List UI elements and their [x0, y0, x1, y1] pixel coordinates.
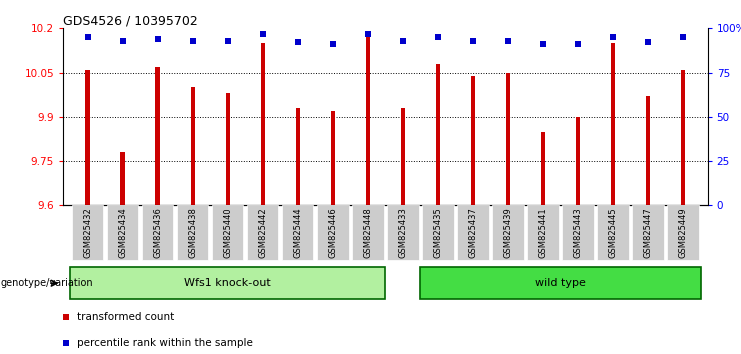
Text: GSM825436: GSM825436	[153, 207, 162, 258]
Bar	[261, 43, 265, 205]
Bar	[72, 205, 103, 260]
Text: GSM825433: GSM825433	[399, 207, 408, 258]
Bar	[562, 205, 594, 260]
Text: GSM825445: GSM825445	[608, 207, 617, 258]
Bar	[506, 73, 510, 205]
Point	[327, 41, 339, 47]
Point	[187, 38, 199, 44]
Bar	[107, 205, 139, 260]
Point	[60, 340, 72, 346]
Point	[677, 34, 689, 40]
Bar	[387, 205, 419, 260]
Point	[397, 38, 409, 44]
Point	[467, 38, 479, 44]
Bar	[681, 70, 685, 205]
Bar	[282, 205, 313, 260]
Point	[222, 38, 233, 44]
Bar	[330, 111, 335, 205]
Text: genotype/variation: genotype/variation	[1, 278, 93, 288]
Bar	[527, 205, 559, 260]
Text: GSM825443: GSM825443	[574, 207, 582, 258]
Point	[82, 34, 93, 40]
Point	[116, 38, 128, 44]
Bar	[541, 132, 545, 205]
Text: GSM825446: GSM825446	[328, 207, 337, 258]
Bar	[190, 87, 195, 205]
Point	[537, 41, 549, 47]
Point	[60, 314, 72, 320]
Point	[362, 31, 373, 36]
Bar	[576, 117, 580, 205]
Bar	[436, 64, 440, 205]
Text: GSM825442: GSM825442	[258, 207, 268, 258]
Point	[152, 36, 164, 42]
Bar	[422, 205, 453, 260]
Bar	[85, 70, 90, 205]
Text: GSM825440: GSM825440	[223, 207, 232, 258]
Bar	[142, 205, 173, 260]
Text: GSM825441: GSM825441	[539, 207, 548, 258]
Point	[607, 34, 619, 40]
Bar	[212, 205, 244, 260]
Bar	[597, 205, 629, 260]
Point	[292, 40, 304, 45]
Text: GSM825437: GSM825437	[468, 207, 477, 258]
Text: Wfs1 knock-out: Wfs1 knock-out	[185, 278, 271, 288]
Bar	[457, 205, 488, 260]
Text: GSM825449: GSM825449	[679, 207, 688, 258]
Text: percentile rank within the sample: percentile rank within the sample	[78, 338, 253, 348]
Point	[257, 31, 269, 36]
Bar	[156, 67, 159, 205]
Bar	[70, 267, 385, 299]
Point	[502, 38, 514, 44]
Bar	[611, 43, 615, 205]
Bar	[121, 152, 124, 205]
Bar	[352, 205, 384, 260]
Bar	[471, 75, 475, 205]
Text: GSM825435: GSM825435	[433, 207, 442, 258]
Text: GSM825447: GSM825447	[644, 207, 653, 258]
Text: GSM825439: GSM825439	[503, 207, 513, 258]
Bar	[420, 267, 701, 299]
Text: GSM825434: GSM825434	[118, 207, 127, 258]
Point	[642, 40, 654, 45]
Text: wild type: wild type	[535, 278, 586, 288]
Point	[572, 41, 584, 47]
Bar	[225, 93, 230, 205]
Bar	[296, 108, 300, 205]
Bar	[668, 205, 699, 260]
Text: GSM825448: GSM825448	[363, 207, 372, 258]
Bar	[247, 205, 279, 260]
Bar	[632, 205, 664, 260]
Bar	[177, 205, 208, 260]
Bar	[646, 96, 650, 205]
Text: GSM825432: GSM825432	[83, 207, 92, 258]
Text: GDS4526 / 10395702: GDS4526 / 10395702	[63, 14, 198, 27]
Bar	[492, 205, 524, 260]
Text: GSM825438: GSM825438	[188, 207, 197, 258]
Text: GSM825444: GSM825444	[293, 207, 302, 258]
Bar	[317, 205, 348, 260]
Text: transformed count: transformed count	[78, 312, 175, 322]
Point	[432, 34, 444, 40]
Bar	[401, 108, 405, 205]
Bar	[366, 31, 370, 205]
